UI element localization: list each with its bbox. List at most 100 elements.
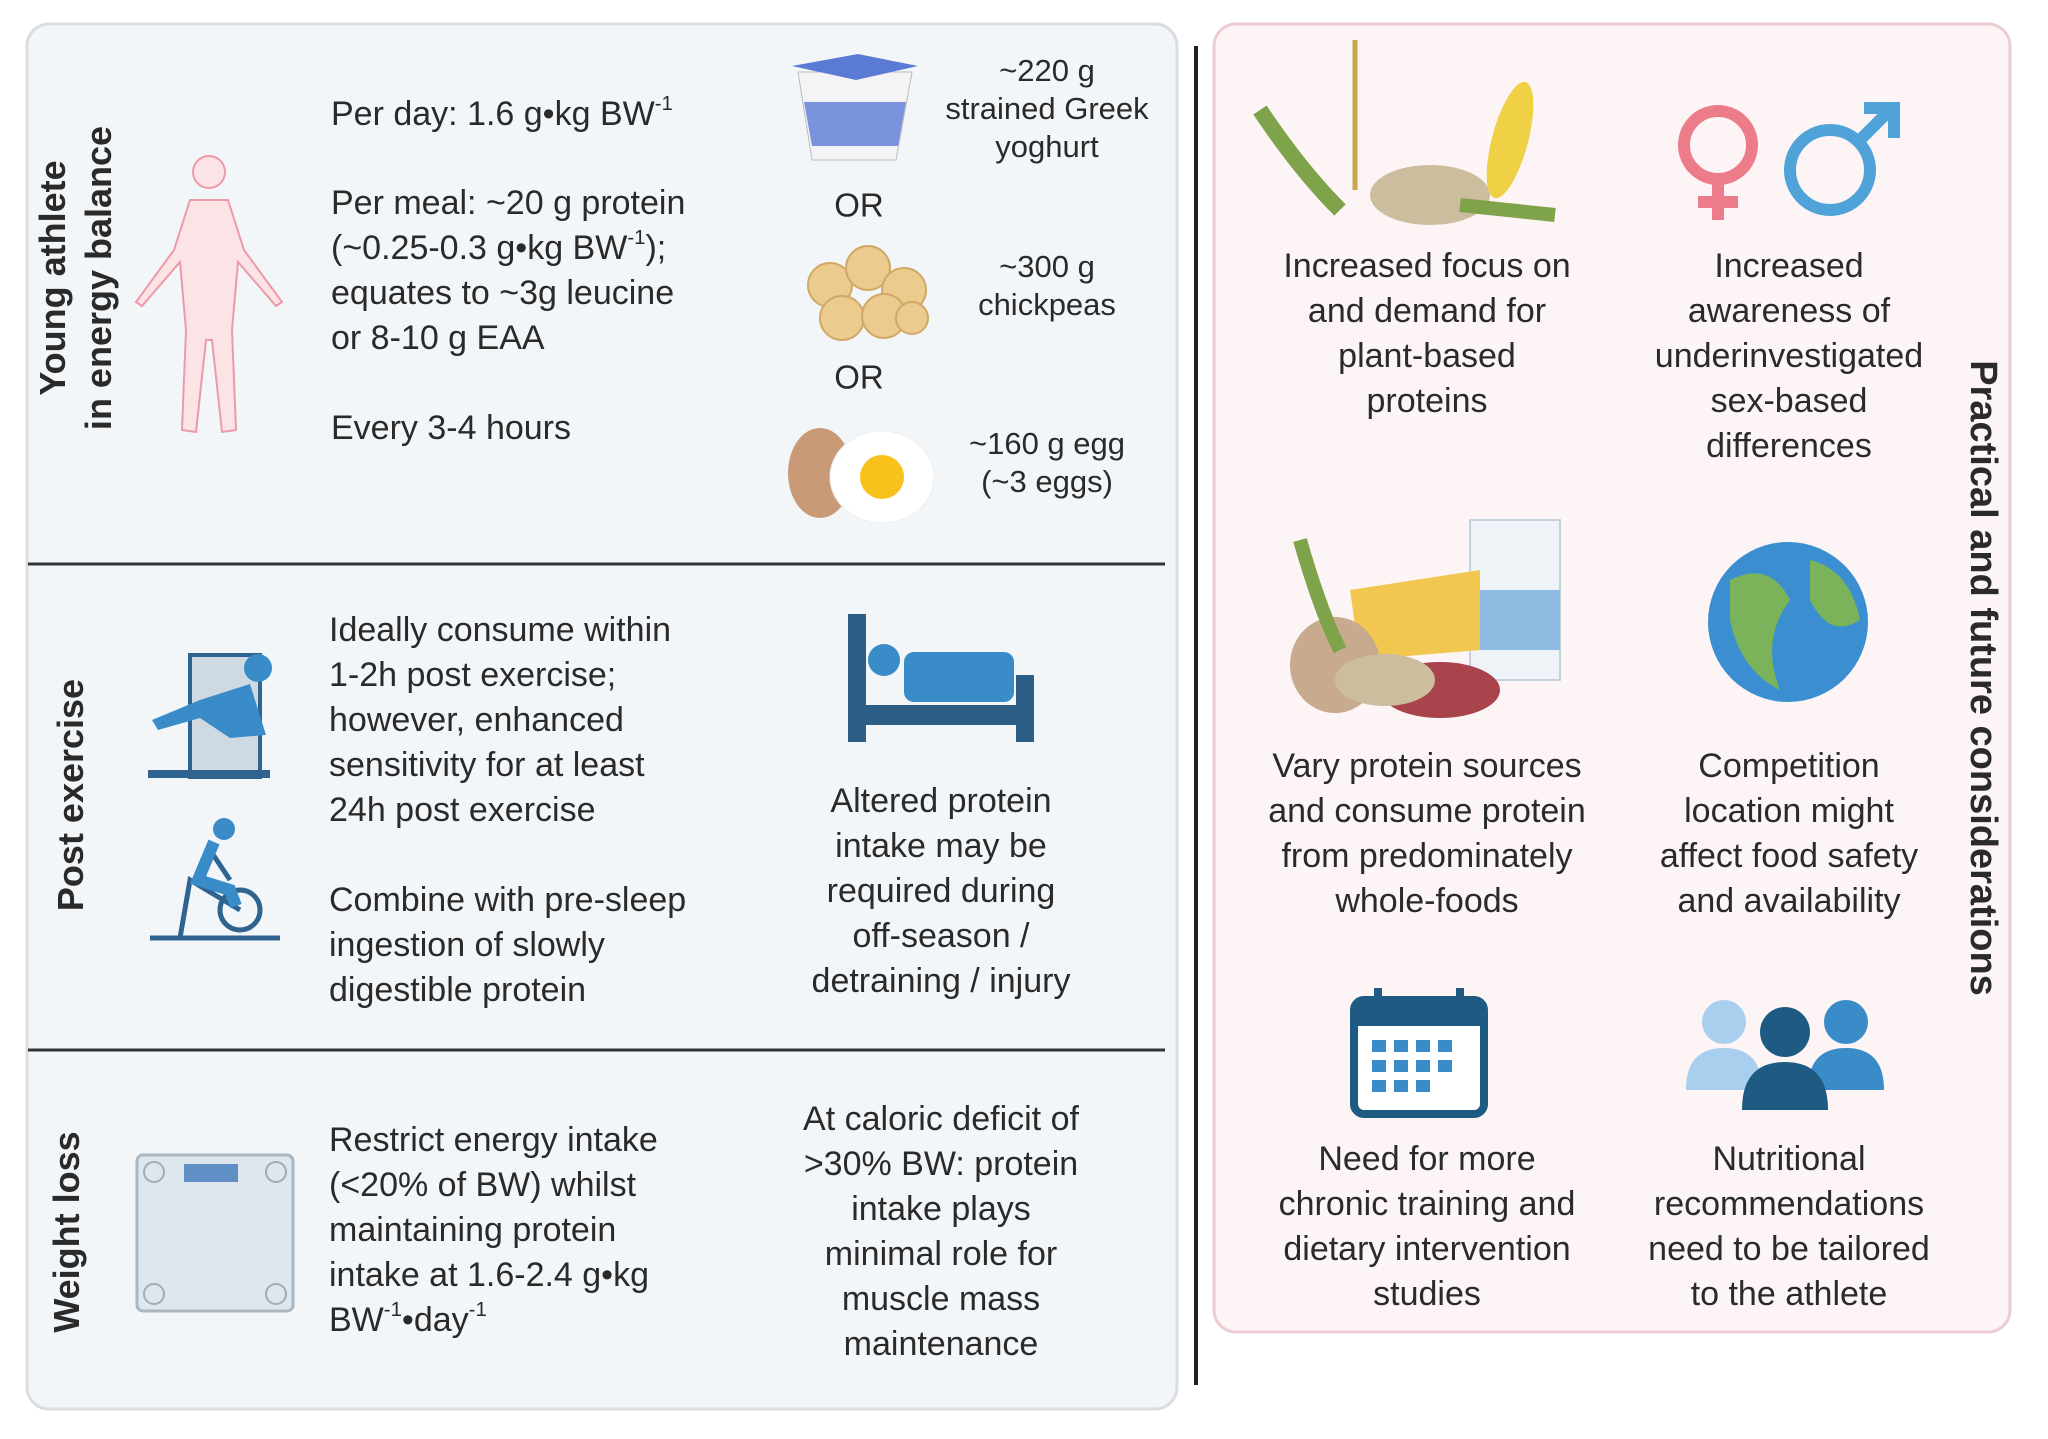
text-line: sensitivity for at least xyxy=(329,746,645,784)
text-line: required during xyxy=(827,872,1056,910)
text-run: At caloric deficit of xyxy=(803,1100,1079,1138)
text-run: sex-based xyxy=(1711,382,1868,420)
consideration-text: chronic training and xyxy=(1279,1185,1576,1223)
section-label: Weight loss xyxy=(46,1131,87,1332)
text-line: 1-2h post exercise; xyxy=(329,656,616,694)
text-run: (~0.25-0.3 g•kg BW xyxy=(331,229,627,267)
plant-icon xyxy=(1253,40,1556,225)
food-label: (~3 eggs) xyxy=(981,464,1113,499)
food-label: ~300 g xyxy=(999,249,1095,284)
food-label: ~160 g egg xyxy=(969,426,1125,461)
consideration-text: and consume protein xyxy=(1268,792,1586,830)
text-run: detraining / injury xyxy=(812,962,1071,1000)
text-line: Ideally consume within xyxy=(329,611,671,649)
consideration-text: affect food safety xyxy=(1660,837,1918,875)
text-run: Vary protein sources xyxy=(1272,747,1581,785)
text-run: muscle mass xyxy=(842,1280,1040,1318)
text-run: digestible protein xyxy=(329,971,586,1009)
text-run: intake may be xyxy=(835,827,1047,865)
text-run: and demand for xyxy=(1308,292,1546,330)
text-run: equates to ~3g leucine xyxy=(331,274,674,312)
text-run: Per day: 1.6 g•kg BW xyxy=(331,95,655,133)
text-line: Altered protein xyxy=(830,782,1051,820)
text-run: and consume protein xyxy=(1268,792,1586,830)
yoghurt-icon xyxy=(792,54,918,161)
globe-icon xyxy=(1708,542,1868,702)
text-run: and availability xyxy=(1677,882,1900,920)
text-run: ingestion of slowly xyxy=(329,926,605,964)
consideration-text: recommendations xyxy=(1654,1185,1924,1223)
section-label: Young athlete xyxy=(32,160,73,395)
person-icon xyxy=(134,155,284,434)
egg-icon xyxy=(788,428,935,524)
consideration-text: Nutritional xyxy=(1712,1140,1865,1178)
text-run: Every 3-4 hours xyxy=(331,409,571,447)
text-run: awareness of xyxy=(1688,292,1891,330)
text-run: Increased xyxy=(1714,247,1863,285)
text-line: off-season / xyxy=(852,917,1030,955)
text-run: whole-foods xyxy=(1334,882,1518,920)
rotated-label: Practical and future considerations xyxy=(1962,360,2004,996)
food-label: ~220 g xyxy=(999,53,1095,88)
text-run: 24h post exercise xyxy=(329,791,596,829)
text-run: yoghurt xyxy=(995,129,1099,164)
text-run: ~300 g xyxy=(999,249,1095,284)
text-run: studies xyxy=(1373,1275,1481,1313)
text-run: recommendations xyxy=(1654,1185,1924,1223)
text-run: proteins xyxy=(1367,382,1488,420)
consideration-text: sex-based xyxy=(1711,382,1868,420)
food-label: chickpeas xyxy=(978,287,1116,322)
consideration-text: and demand for xyxy=(1308,292,1546,330)
text-line: Every 3-4 hours xyxy=(331,409,571,447)
calendar-icon xyxy=(1350,988,1488,1118)
text-line: intake plays xyxy=(851,1190,1031,1228)
food-label: yoghurt xyxy=(995,129,1099,164)
text-run: Young athlete xyxy=(32,160,73,395)
text-run: differences xyxy=(1706,427,1872,465)
text-run: Weight loss xyxy=(46,1131,87,1332)
text-run: Per meal: ~20 g protein xyxy=(331,184,685,222)
text-run: Restrict energy intake xyxy=(329,1121,658,1159)
text-line: however, enhanced xyxy=(329,701,624,739)
or-label: OR xyxy=(834,187,884,224)
text-run: need to be tailored xyxy=(1648,1230,1930,1268)
text-run: ~220 g xyxy=(999,53,1095,88)
text-run: maintaining protein xyxy=(329,1211,616,1249)
consideration-text: dietary intervention xyxy=(1283,1230,1570,1268)
text-line: maintaining protein xyxy=(329,1211,616,1249)
consideration-text: location might xyxy=(1684,792,1894,830)
left-panel xyxy=(25,22,1179,1411)
consideration-text: need to be tailored xyxy=(1648,1230,1930,1268)
text-run: Ideally consume within xyxy=(329,611,671,649)
superscript: -1 xyxy=(469,1299,487,1321)
text-line: Per meal: ~20 g protein xyxy=(331,184,685,222)
text-run: Increased focus on xyxy=(1283,247,1570,285)
section-label: Post exercise xyxy=(50,679,91,911)
text-run: minimal role for xyxy=(825,1235,1057,1273)
text-line: Per day: 1.6 g•kg BW-1 xyxy=(331,93,673,133)
text-run: sensitivity for at least xyxy=(329,746,645,784)
text-line: intake may be xyxy=(835,827,1047,865)
text-run: ~160 g egg xyxy=(969,426,1125,461)
text-run: (<20% of BW) whilst xyxy=(329,1166,637,1204)
text-run: intake plays xyxy=(851,1190,1031,1228)
panel-title: Practical and future considerations xyxy=(1962,360,2004,996)
superscript: -1 xyxy=(384,1299,402,1321)
text-run: 1-2h post exercise; xyxy=(329,656,616,694)
scale-icon xyxy=(135,1153,295,1313)
rotated-label: Weight loss xyxy=(46,1131,87,1332)
text-line: equates to ~3g leucine xyxy=(331,274,674,312)
text-run: Competition xyxy=(1698,747,1879,785)
rotated-label: Young athlete in energy balance xyxy=(32,126,119,430)
food-label: strained Greek xyxy=(945,91,1149,126)
text-run: •day xyxy=(402,1301,469,1339)
text-run: Combine with pre-sleep xyxy=(329,881,686,919)
text-run: (~3 eggs) xyxy=(981,464,1113,499)
text-line: ingestion of slowly xyxy=(329,926,605,964)
text-run: to the athlete xyxy=(1691,1275,1888,1313)
consideration-text: awareness of xyxy=(1688,292,1891,330)
text-run: Need for more xyxy=(1318,1140,1535,1178)
text-run: however, enhanced xyxy=(329,701,624,739)
consideration-text: differences xyxy=(1706,427,1872,465)
text-run: strained Greek xyxy=(945,91,1149,126)
